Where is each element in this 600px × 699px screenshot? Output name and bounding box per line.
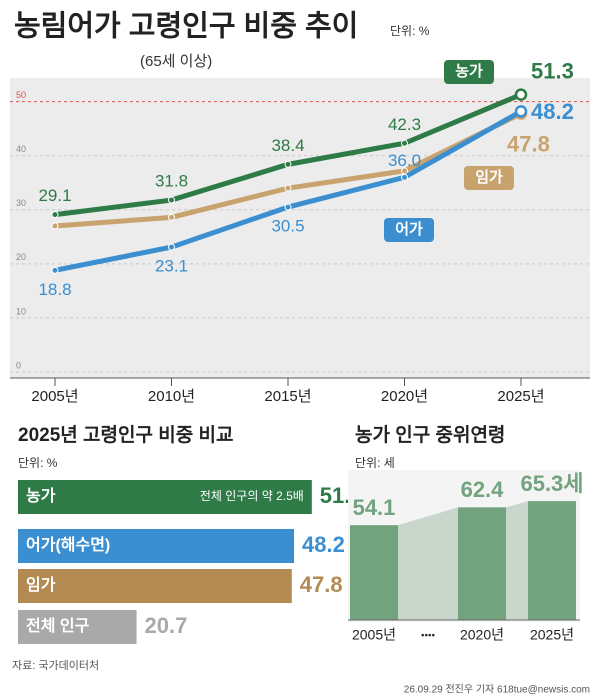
bar xyxy=(18,529,295,563)
bar xyxy=(18,480,312,514)
point xyxy=(401,139,408,147)
legend-label: 어가 xyxy=(395,221,423,238)
point xyxy=(514,105,528,118)
category-label: 어가(해수면) xyxy=(26,536,110,554)
x-tick-label: 2025년 xyxy=(497,388,544,405)
connector xyxy=(398,507,458,620)
legend-box xyxy=(444,60,494,84)
legend-label: 농가 xyxy=(455,63,483,80)
value-label: 31.8 xyxy=(155,172,188,191)
value-label: 62.4 xyxy=(461,477,505,502)
value-label: 30.5 xyxy=(271,217,304,236)
title: 농림어가 고령인구 비중 추이 xyxy=(14,10,358,43)
point xyxy=(514,88,528,101)
connector xyxy=(506,501,528,620)
annotation: 전체 인구의 약 2.5배 xyxy=(200,488,304,503)
unit: 단위: % xyxy=(390,24,430,38)
x-tick-label: 2020년 xyxy=(381,388,428,405)
point xyxy=(51,211,59,219)
value-label: 29.1 xyxy=(38,186,71,205)
value-label: 65.3세 xyxy=(520,471,583,496)
point xyxy=(401,173,408,181)
legend-box xyxy=(384,218,434,242)
point xyxy=(168,196,175,204)
legend-box xyxy=(464,166,514,190)
value-label: 51.3 xyxy=(531,58,574,83)
title-2: 2025년 고령인구 비중 비교 xyxy=(18,424,233,446)
x-tick-label: 2010년 xyxy=(148,388,195,405)
point xyxy=(284,160,292,168)
source: 자료: 국가데이터처 xyxy=(12,659,99,672)
value-label: 54.1 xyxy=(353,495,396,520)
value-label: 38.4 xyxy=(271,136,304,155)
point xyxy=(284,184,292,192)
gap-label: •••• xyxy=(421,631,436,642)
point xyxy=(51,266,59,274)
point xyxy=(168,213,175,221)
value-label: 48.2 xyxy=(302,532,345,557)
value-label: 47.8 xyxy=(300,572,343,597)
x-tick-label: 2015년 xyxy=(264,388,311,405)
y-tick-label: 0 xyxy=(16,360,21,370)
value-label: 23.1 xyxy=(155,257,188,276)
y-tick-label: 30 xyxy=(16,198,26,208)
bar xyxy=(458,507,506,620)
x-tick-label: 2025년 xyxy=(530,627,574,643)
value-label: 47.8 xyxy=(507,131,550,156)
x-tick-label: 2005년 xyxy=(31,388,78,405)
category-label: 전체 인구 xyxy=(26,617,90,635)
credit: 26.09.29 전진우 기자 618tue@newsis.com xyxy=(404,684,590,696)
y-tick-label: 50 xyxy=(16,90,26,100)
legend-label: 임가 xyxy=(475,169,503,186)
bar xyxy=(350,525,398,620)
point xyxy=(51,222,59,230)
y-tick-label: 40 xyxy=(16,144,26,154)
category-label: 임가 xyxy=(26,576,56,594)
point xyxy=(284,203,292,211)
category-label: 농가 xyxy=(26,487,56,505)
unit-2: 단위: % xyxy=(18,456,58,470)
bar xyxy=(18,569,292,603)
value-label: 48.2 xyxy=(531,99,574,124)
value-label: 18.8 xyxy=(38,280,71,299)
unit-3: 단위: 세 xyxy=(355,456,395,470)
bar xyxy=(18,610,137,644)
point xyxy=(168,243,175,251)
x-tick-label: 2005년 xyxy=(352,627,396,643)
x-tick-label: 2020년 xyxy=(460,627,504,643)
y-tick-label: 10 xyxy=(16,306,26,316)
value-label: 36.0 xyxy=(388,151,421,170)
y-tick-label: 20 xyxy=(16,252,26,262)
value-label: 20.7 xyxy=(145,613,188,638)
value-label: 42.3 xyxy=(388,115,421,134)
bar xyxy=(528,501,576,620)
subtitle: (65세 이상) xyxy=(140,53,212,70)
title-3: 농가 인구 중위연령 xyxy=(355,424,505,446)
